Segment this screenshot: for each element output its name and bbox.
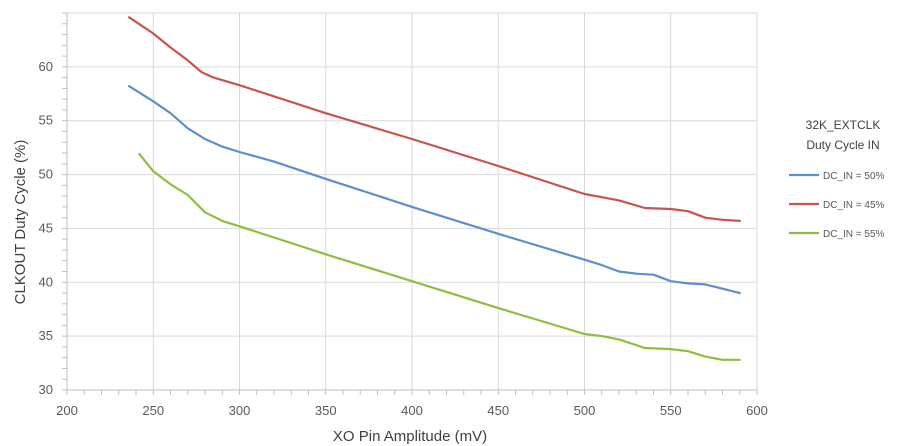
y-tick-label: 55	[39, 113, 53, 128]
legend-title-line1: 32K_EXTCLK	[806, 118, 881, 132]
legend-label: DC_IN = 50%	[823, 171, 885, 182]
legend: 32K_EXTCLK Duty Cycle IN DC_IN = 50%DC_I…	[789, 118, 885, 240]
x-axis-title: XO Pin Amplitude (mV)	[333, 428, 487, 445]
minor-ticks	[62, 12, 758, 395]
series-line	[128, 16, 741, 222]
y-tick-label: 40	[39, 274, 53, 289]
x-tick-label: 600	[746, 403, 768, 418]
y-tick-label: 45	[39, 220, 53, 235]
x-tick-label: 450	[487, 403, 509, 418]
x-tick-label: 500	[574, 403, 596, 418]
series-line	[138, 153, 741, 361]
x-tick-label: 400	[401, 403, 423, 418]
x-tick-label: 300	[229, 403, 251, 418]
legend-items: DC_IN = 50% DC_IN = 45% DC_IN = 55%	[789, 171, 885, 240]
tick-labels: 200 250 300 350 400 450 500 550 600 30 35 40 45 50 55 6…	[39, 59, 768, 418]
x-tick-label: 200	[56, 403, 78, 418]
x-tick-label: 550	[660, 403, 682, 418]
x-tick-label: 250	[142, 403, 164, 418]
y-tick-label: 60	[39, 59, 53, 74]
legend-label: DC_IN = 55%	[823, 229, 885, 240]
axes	[66, 13, 757, 391]
y-axis-title: CLKOUT Duty Cycle (%)	[12, 140, 29, 305]
legend-title-line2: Duty Cycle IN	[806, 138, 879, 152]
gridlines	[66, 12, 758, 391]
y-tick-label: 35	[39, 328, 53, 343]
x-tick-label: 350	[315, 403, 337, 418]
series-group	[128, 16, 741, 361]
y-tick-label: 30	[39, 382, 53, 397]
legend-label: DC_IN = 45%	[823, 200, 885, 211]
y-tick-label: 50	[39, 167, 53, 182]
series-line	[128, 85, 741, 295]
